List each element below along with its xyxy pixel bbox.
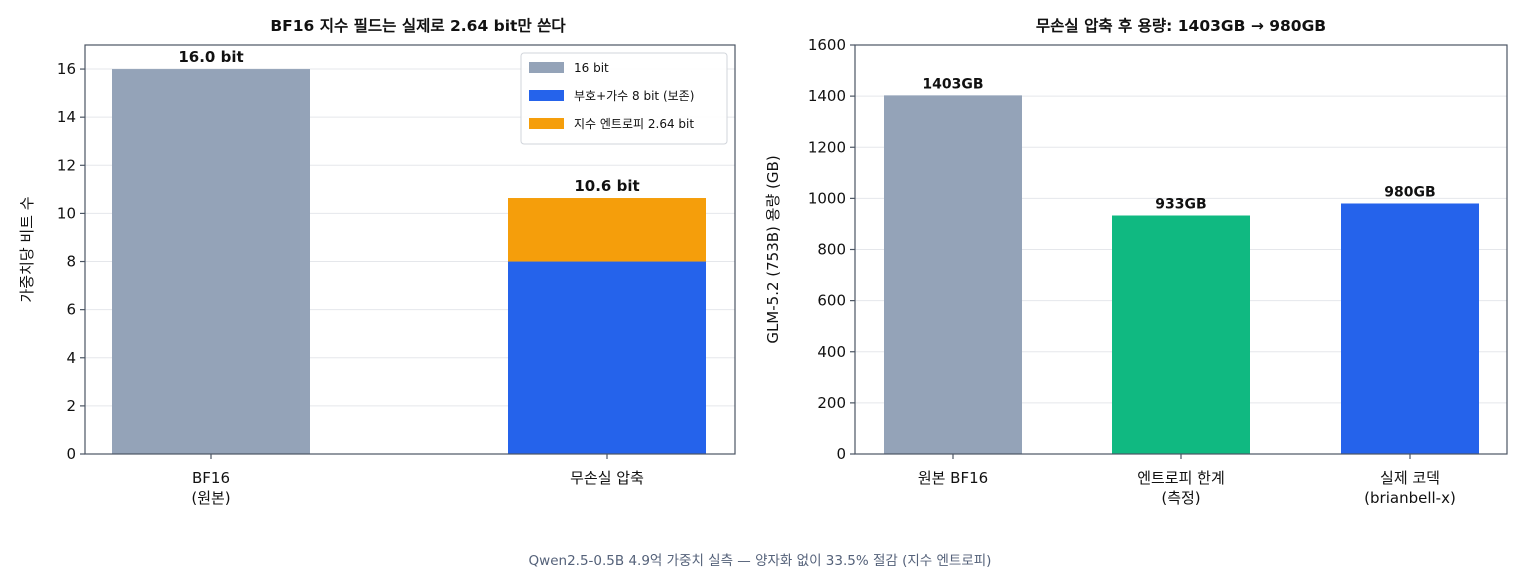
c1-x-tick-label: BF16: [192, 469, 230, 487]
c2-y-tick-label: 1600: [808, 36, 846, 54]
chart2-data-label: 980GB: [1384, 184, 1435, 200]
chart1-legend-swatch: [529, 90, 564, 101]
c1-x-tick-label: (원본): [191, 489, 230, 507]
chart1-data-label: 16.0 bit: [178, 48, 243, 66]
c2-y-tick-label: 1000: [808, 189, 846, 207]
chart1-plot-frame: [84, 44, 736, 455]
c2-y-tick-label: 800: [817, 241, 846, 259]
chart1-data-label: 10.6 bit: [574, 177, 639, 195]
chart2-y-ticks: 0 200 400 600 800 1000 1200 1400 1600: [808, 36, 855, 463]
chart2-y-axis-label: GLM-5.2 (753B) 용량 (GB): [764, 155, 782, 343]
chart-storage-size: 무손실 압축 후 용량: 1403GB → 980GB 1403GB 933GB 9…: [764, 16, 1508, 507]
chart2-bar: [884, 95, 1022, 454]
chart2-bar: [1341, 203, 1479, 454]
chart1-legend: 16 bit 부호+가수 8 bit (보존) 지수 엔트로피 2.64 bit: [520, 52, 728, 145]
c2-y-tick-label: 1200: [808, 138, 846, 156]
c1-y-tick-label: 2: [66, 397, 76, 415]
chart1-legend-box: [520, 52, 728, 145]
chart2-x-ticks: 원본 BF16 엔트로피 한계 (측정) 실제 코덱 (brianbell-x): [918, 454, 1456, 507]
chart-bits-per-weight: BF16 지수 필드는 실제로 2.64 bit만 쓴다 16.0 bit 10.…: [18, 17, 736, 507]
c2-x-tick-label: 실제 코덱: [1380, 469, 1440, 487]
c1-y-tick-label: 14: [57, 108, 76, 126]
c1-y-tick-label: 12: [57, 156, 76, 174]
chart2-data-label: 1403GB: [922, 76, 983, 92]
c2-x-tick-label: (측정): [1161, 489, 1200, 507]
chart1-y-ticks: 0 2 4 6 8 10 12 14 16: [57, 60, 85, 463]
chart1-legend-swatch: [529, 118, 564, 129]
chart1-bar-segment: [508, 261, 706, 454]
chart1-bar-segment: [112, 69, 310, 454]
c2-x-tick-label: 엔트로피 한계: [1137, 469, 1225, 487]
chart2-title: 무손실 압축 후 용량: 1403GB → 980GB: [1036, 16, 1326, 35]
c1-x-tick-label: 무손실 압축: [570, 469, 644, 487]
chart1-legend-label: 지수 엔트로피 2.64 bit: [574, 117, 694, 131]
chart1-legend-label: 16 bit: [574, 61, 609, 75]
c2-y-tick-label: 200: [817, 394, 846, 412]
chart1-legend-label: 부호+가수 8 bit (보존): [574, 89, 694, 103]
chart1-x-ticks: BF16 (원본) 무손실 압축: [191, 454, 644, 507]
chart2-bar: [1112, 215, 1250, 454]
c2-x-tick-label: 원본 BF16: [918, 469, 988, 487]
c2-y-tick-label: 0: [836, 445, 846, 463]
c1-y-tick-label: 8: [66, 253, 76, 271]
chart1-y-axis-label: 가중치당 비트 수: [18, 196, 36, 302]
c2-y-tick-label: 600: [817, 292, 846, 310]
figure-caption: Qwen2.5-0.5B 4.9억 가중치 실측 — 양자화 없이 33.5% …: [529, 553, 992, 569]
chart2-data-labels: 1403GB 933GB 980GB: [922, 76, 1435, 212]
c1-y-tick-label: 10: [57, 204, 76, 222]
c2-x-tick-label: (brianbell-x): [1364, 489, 1456, 507]
c1-y-tick-label: 4: [66, 349, 76, 367]
c1-y-tick-label: 6: [66, 301, 76, 319]
c1-y-tick-label: 0: [66, 445, 76, 463]
chart1-bars: [112, 69, 706, 454]
chart1-legend-swatch: [529, 62, 564, 73]
c2-y-tick-label: 1400: [808, 87, 846, 105]
c2-y-tick-label: 400: [817, 343, 846, 361]
chart2-bars: [884, 95, 1479, 454]
c1-y-tick-label: 16: [57, 60, 76, 78]
chart1-bar-segment: [508, 198, 706, 262]
chart1-data-labels: 16.0 bit 10.6 bit: [178, 48, 639, 195]
chart1-title: BF16 지수 필드는 실제로 2.64 bit만 쓴다: [270, 17, 566, 35]
chart2-data-label: 933GB: [1155, 197, 1206, 213]
